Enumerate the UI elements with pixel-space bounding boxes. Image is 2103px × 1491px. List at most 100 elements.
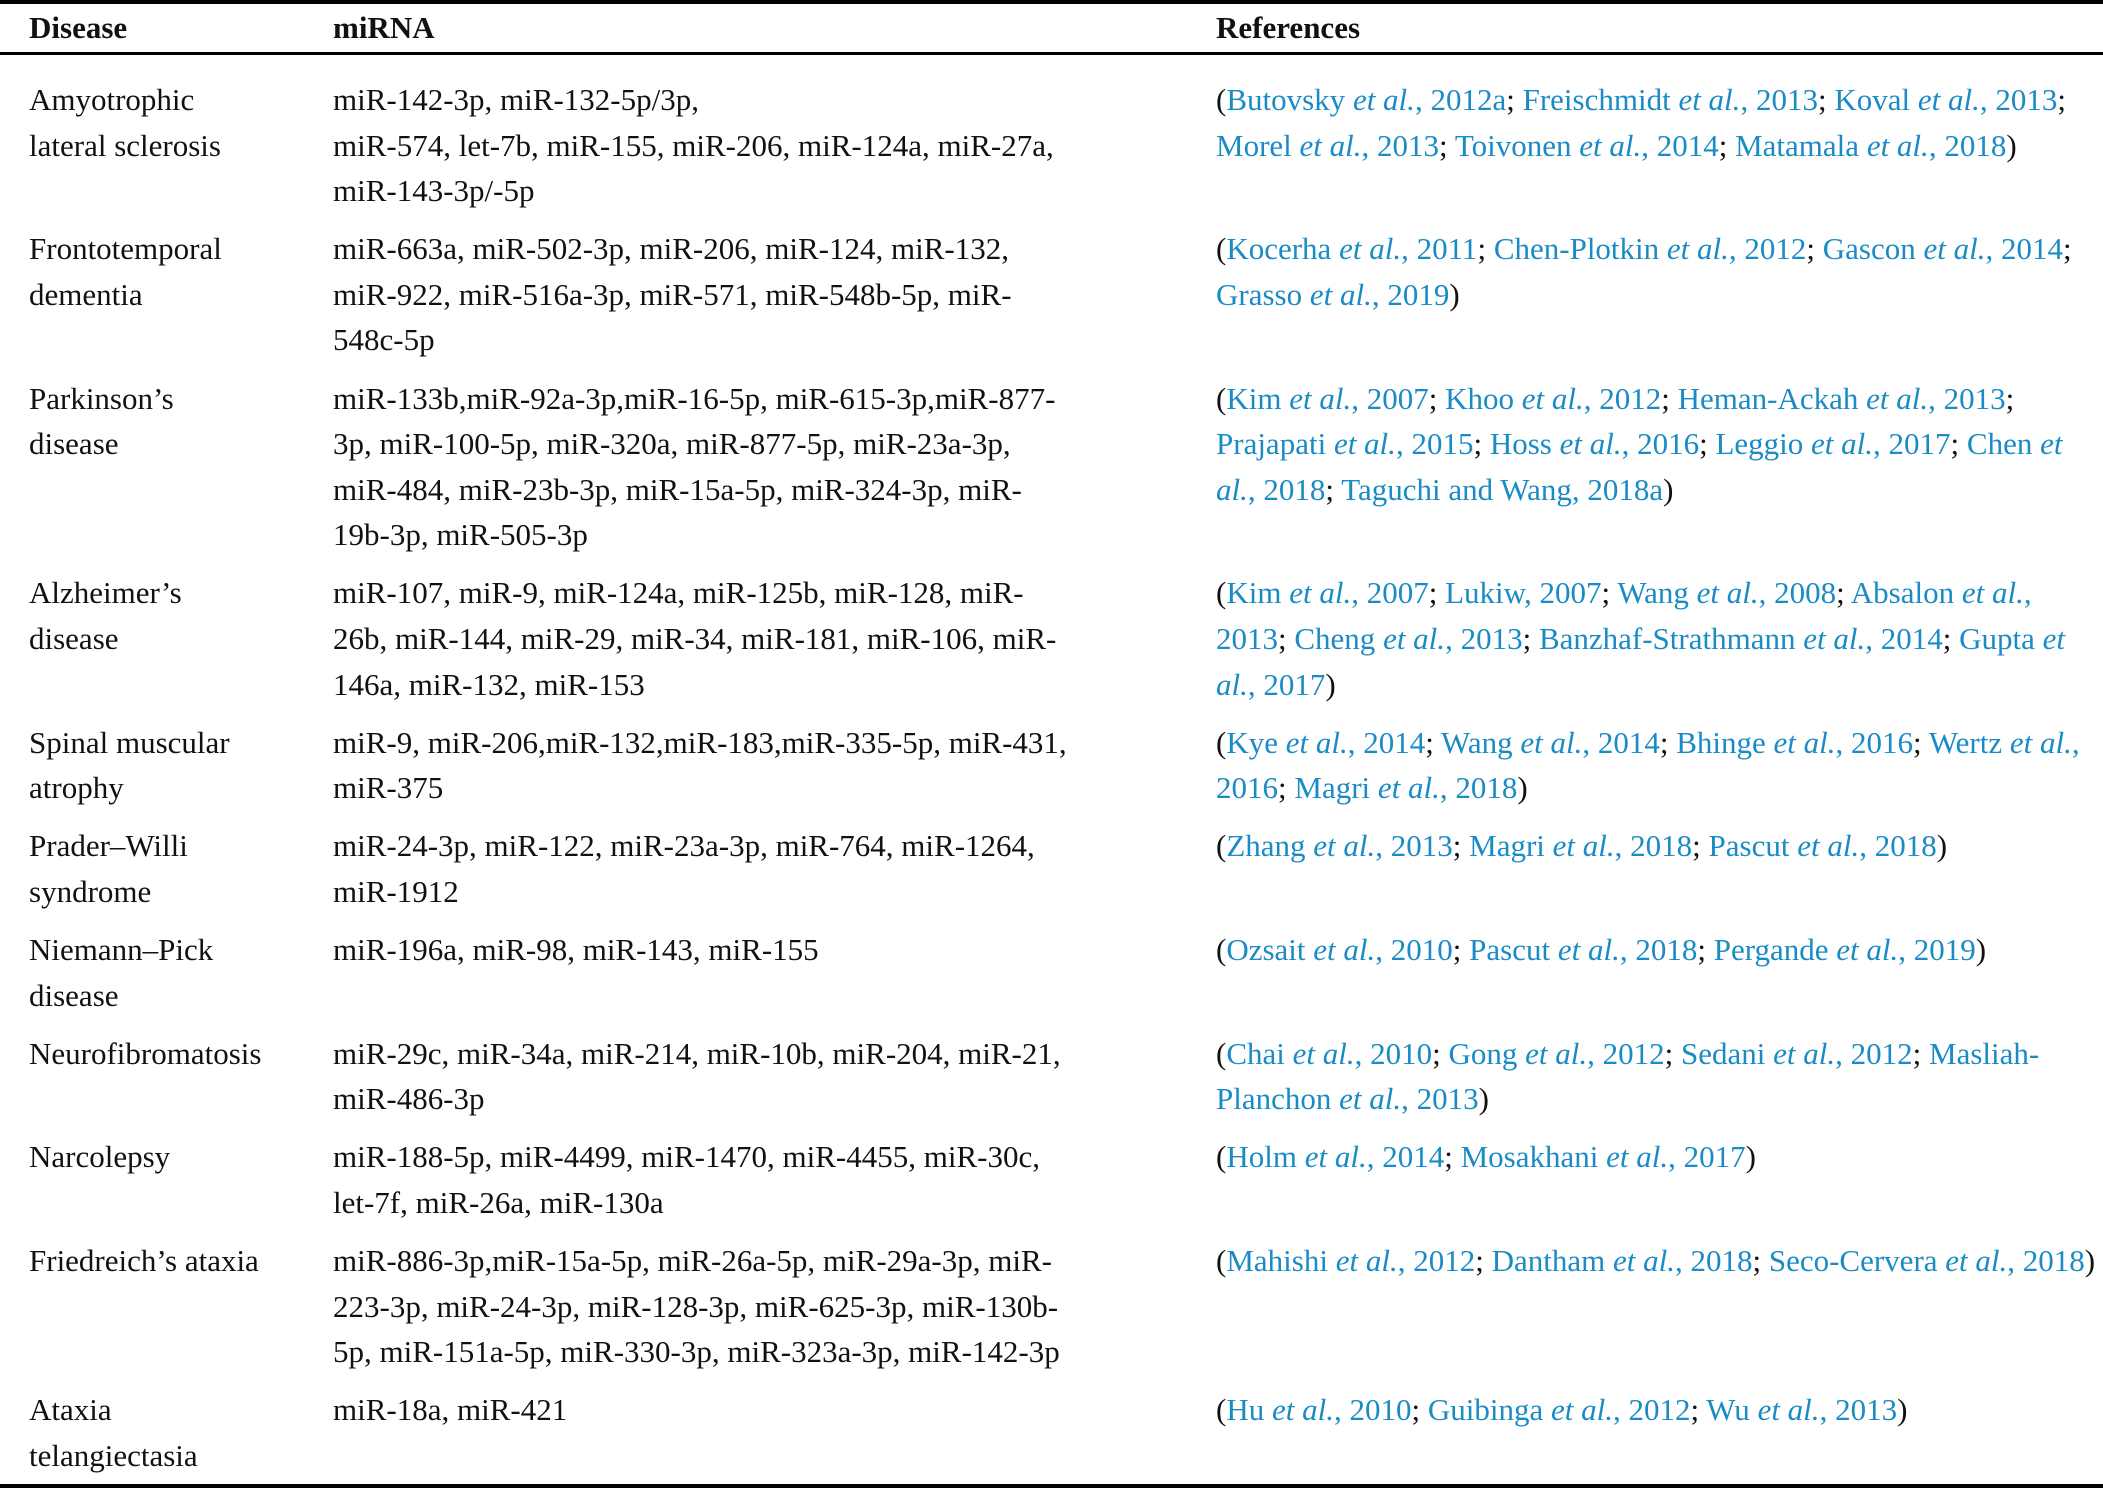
citation-year: 2015 [1411, 426, 1474, 462]
citation-link[interactable]: Wang et al., 2008 [1617, 575, 1837, 611]
citation-link[interactable]: Pascut et al., 2018 [1469, 932, 1698, 968]
disease-line: Amyotrophic [29, 82, 195, 117]
citation-et-al: et al. [1313, 828, 1376, 864]
mirna-cell: miR-29c, miR-34a, miR-214, miR-10b, miR-… [333, 1031, 1216, 1135]
citation-year: 2018 [1690, 1243, 1753, 1279]
citation-link[interactable]: Kye et al., 2014 [1226, 724, 1426, 760]
citation-et-al: et al. [1945, 1243, 2008, 1279]
citation-et-al: et al. [1866, 127, 1929, 163]
citation-link[interactable]: Ozsait et al., 2010 [1226, 932, 1453, 968]
citation-link[interactable]: Pascut et al., 2018 [1708, 828, 1937, 864]
citation-link[interactable]: Cheng et al., 2013 [1294, 621, 1523, 657]
disease-line: Parkinson’s [29, 380, 174, 416]
citation-link[interactable]: Morel et al., 2013 [1216, 127, 1440, 163]
citation-link[interactable]: Freischmidt et al., 2013 [1522, 82, 1818, 117]
citation-link[interactable]: Mahishi et al., 2012 [1226, 1243, 1476, 1279]
citation-link[interactable]: Khoo et al., 2012 [1445, 380, 1662, 416]
citation-link[interactable]: Hoss et al., 2016 [1489, 426, 1700, 462]
mirna-line: let-7f, miR-26a, miR-130a [333, 1185, 664, 1221]
citation-link[interactable]: Banzhaf-Strathmann et al., 2014 [1538, 621, 1943, 657]
citation-author: Pergande [1713, 932, 1829, 968]
mirna-line: miR-663a, miR-502-3p, miR-206, miR-124, … [333, 231, 1009, 267]
citation-year: 2012 [1744, 231, 1807, 267]
citation-link[interactable]: Pergande et al., 2019 [1713, 932, 1976, 968]
citation-link[interactable]: Bhinge et al., 2016 [1676, 724, 1914, 760]
mirna-cell: miR-24-3p, miR-122, miR-23a-3p, miR-764,… [333, 823, 1216, 927]
citation-link[interactable]: Chai et al., 2010 [1226, 1035, 1433, 1071]
citation-link[interactable]: Holm et al., 2014 [1226, 1139, 1445, 1175]
citation-link[interactable]: Lukiw, 2007 [1445, 575, 1602, 611]
citation-link[interactable]: Heman-Ackah et al., 2013 [1677, 380, 2006, 416]
citation-link[interactable]: Matamala et al., 2018 [1735, 127, 2007, 163]
citation-year: 2012a [1430, 82, 1507, 117]
citation-link[interactable]: Wu et al., 2013 [1706, 1392, 1898, 1428]
citation-link[interactable]: Grasso et al., 2019 [1216, 276, 1450, 312]
citation-year: 2013 [1390, 828, 1453, 864]
disease-line: disease [29, 977, 119, 1013]
citation-author: Kim [1226, 575, 1282, 611]
citation-year: 2012 [1850, 1035, 1913, 1071]
citation-link[interactable]: Chen et al., 2018 [1216, 426, 2063, 507]
citation-year: 2018 [1263, 471, 1326, 507]
citation-link[interactable]: Wertz et al., 2016 [1216, 724, 2080, 806]
citation-year: 2019 [1913, 932, 1976, 968]
citation-link[interactable]: Prajapati et al., 2015 [1216, 426, 1474, 462]
citation-link[interactable]: Dantham et al., 2018 [1491, 1243, 1753, 1279]
citation-author: Absalon [1850, 575, 1955, 611]
citation-link[interactable]: Magri et al., 2018 [1469, 828, 1693, 864]
disease-line: disease [29, 426, 119, 462]
mirna-cell: miR-886-3p,miR-15a-5p, miR-26a-5p, miR-2… [333, 1238, 1216, 1387]
disease-cell: Parkinson’s disease [0, 376, 333, 571]
citation-link[interactable]: Butovsky et al., 2012a [1226, 82, 1507, 117]
citation-author: Kocerha [1226, 231, 1332, 267]
citation-link[interactable]: Gupta et al., 2017 [1216, 621, 2065, 702]
citation-author: Wertz [1928, 724, 2003, 760]
mirna-line: 3p, miR-100-5p, miR-320a, miR-877-5p, mi… [333, 426, 1011, 462]
citation-year: 2012 [1599, 380, 1662, 416]
citation-link[interactable]: Kim et al., 2007 [1226, 380, 1429, 416]
citation-link[interactable]: Seco-Cervera et al., 2018 [1768, 1243, 2085, 1279]
citation-link[interactable]: Zhang et al., 2013 [1226, 828, 1453, 864]
citation-link[interactable]: Taguchi and Wang, 2018a [1341, 471, 1664, 507]
disease-line: Neurofibromatosis [29, 1035, 262, 1071]
citation-et-al: et al. [1797, 828, 1860, 864]
citation-year: 2007 [1366, 575, 1429, 611]
citation-year: 2016 [1637, 426, 1700, 462]
citation-et-al: et al. [1521, 380, 1584, 416]
citation-link[interactable]: Gong et al., 2012 [1448, 1035, 1665, 1071]
citation-link[interactable]: Hu et al., 2010 [1226, 1392, 1412, 1428]
citation-et-al: et al. [1309, 276, 1372, 312]
citation-link[interactable]: Sedani et al., 2012 [1681, 1035, 1913, 1071]
citation-author: Koval [1834, 82, 1911, 117]
citation-link[interactable]: Kocerha et al., 2011 [1226, 231, 1478, 267]
citation-year: 2018 [1874, 828, 1937, 864]
mirna-line: 146a, miR-132, miR-153 [333, 666, 645, 702]
citation-link[interactable]: Leggio et al., 2017 [1715, 426, 1951, 462]
citation-link[interactable]: Masliah-Planchon et al., 2013 [1216, 1035, 2040, 1117]
disease-cell: Alzheimer’s disease [0, 570, 333, 719]
table-row: Parkinson’s disease miR-133b,miR-92a-3p,mi… [0, 376, 2103, 571]
citation-link[interactable]: Gascon et al., 2014 [1822, 231, 2064, 267]
citation-et-al: et al. [1606, 1139, 1669, 1175]
references-cell: (Kye et al., 2014; Wang et al., 2014; Bh… [1216, 724, 2080, 806]
citation-link[interactable]: Mosakhani et al., 2017 [1460, 1139, 1746, 1175]
citation-et-al: et al. [1557, 932, 1620, 968]
citation-author: Masliah-Planchon [1216, 1035, 2040, 1117]
citation-link[interactable]: Chen-Plotkin et al., 2012 [1493, 231, 1807, 267]
citation-author: Gong [1448, 1035, 1518, 1071]
citation-link[interactable]: Guibinga et al., 2012 [1427, 1392, 1691, 1428]
citation-author: Chen [1966, 426, 2033, 462]
citation-link[interactable]: Kim et al., 2007 [1226, 575, 1429, 611]
citation-link[interactable]: Koval et al., 2013 [1834, 82, 2058, 117]
citation-year: 2014 [1382, 1139, 1445, 1175]
citation-year: 2007 [1366, 380, 1429, 416]
citation-link[interactable]: Toivonen et al., 2014 [1454, 127, 1719, 163]
citation-link[interactable]: Wang et al., 2014 [1441, 724, 1660, 760]
citation-year: 2012 [1413, 1243, 1476, 1279]
table-row: Ataxia telangiectasia miR-18a, miR-421 (Hu … [0, 1387, 2103, 1491]
mirna-line: miR-484, miR-23b-3p, miR-15a-5p, miR-324… [333, 471, 1022, 507]
table-row: Spinal muscular atrophy miR-9, miR-206,miR… [0, 720, 2103, 824]
citation-link[interactable]: Absalon et al., 2013 [1216, 575, 2032, 657]
citation-link[interactable]: Magri et al., 2018 [1294, 770, 1518, 806]
references-cell: (Hu et al., 2010; Guibinga et al., 2012;… [1216, 1392, 1908, 1428]
